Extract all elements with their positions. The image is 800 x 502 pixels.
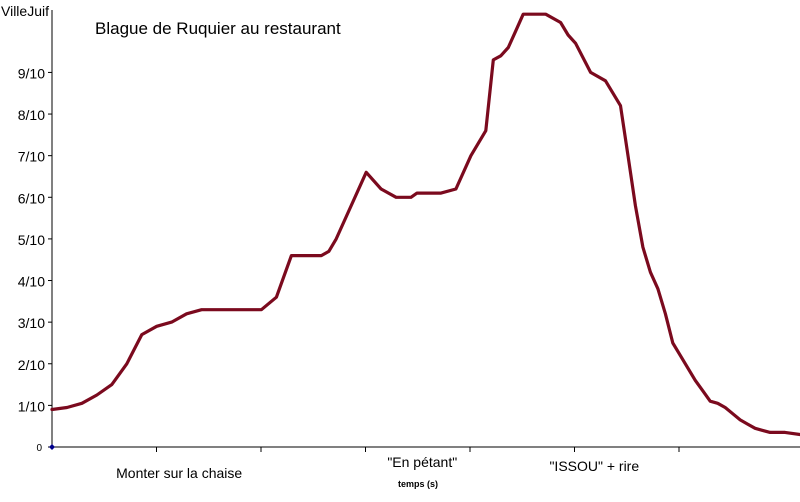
y-tick-label: 1/10 [18,398,45,414]
y-ticks: 0 1/10 2/10 3/10 4/10 5/10 6/10 7/10 8/10 9/10 [18,65,52,454]
y-tick-label: 0 [36,443,42,454]
annotation-label: Monter sur la chaise [116,465,242,481]
origin-marker [49,444,55,450]
y-tick-label: 6/10 [18,190,45,206]
y-tick-label: 5/10 [18,232,45,248]
y-tick-label: 2/10 [18,357,45,373]
y-tick-label: 3/10 [18,315,45,331]
x-axis-label: temps (s) [398,479,438,489]
y-axis-label: VilleJuif [1,3,49,19]
chart-title: Blague de Ruquier au restaurant [95,19,341,38]
x-ticks [156,447,680,452]
annotation-label: "ISSOU" + rire [549,458,639,474]
y-tick-label: 8/10 [18,107,45,123]
series-line [50,12,800,437]
annotations: Monter sur la chaise "En pétant" "ISSOU" +… [116,454,639,481]
y-tick-label: 7/10 [18,149,45,165]
annotation-label: "En pétant" [387,454,457,470]
y-tick-label: 4/10 [18,274,45,290]
y-tick-label: 9/10 [18,65,45,81]
